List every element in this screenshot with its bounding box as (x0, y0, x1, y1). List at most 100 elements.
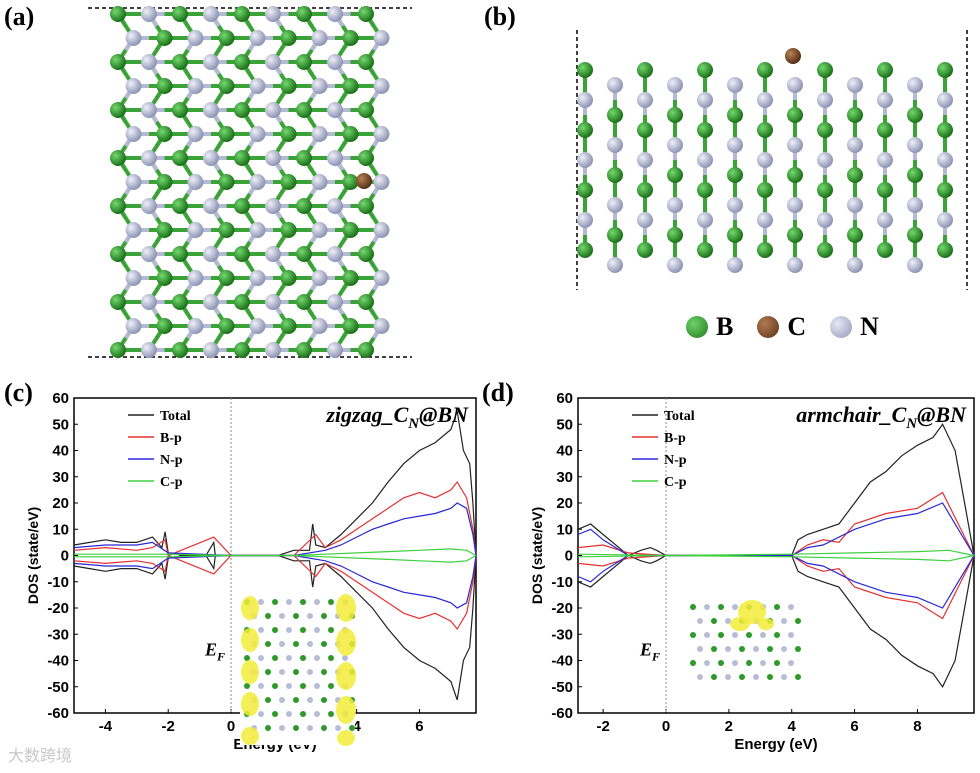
boron-atom (667, 227, 683, 243)
nitrogen-atom (203, 54, 219, 70)
boron-atom (296, 6, 312, 22)
charge-density-lobe (730, 617, 750, 631)
armchair-lattice (577, 48, 953, 273)
nitrogen-atom (187, 222, 204, 238)
inset-atom (279, 725, 285, 731)
nitrogen-atom (937, 212, 953, 228)
nitrogen-atom (311, 30, 328, 46)
y-tick-label: 30 (52, 469, 69, 486)
boron-atom (607, 227, 623, 243)
boron-atom (110, 54, 126, 70)
nitrogen-atom (667, 137, 683, 153)
legend-nitrogen: N (830, 312, 879, 342)
y-tick-label: -60 (47, 705, 69, 722)
zigzag-lattice (110, 6, 390, 358)
boron-atom (847, 167, 863, 183)
inset-atom (725, 618, 731, 624)
nitrogen-atom (141, 102, 157, 118)
inset-atom (286, 683, 292, 689)
inset-atom (293, 669, 299, 675)
charge-density-lobe (241, 596, 259, 620)
inset-atom (328, 627, 334, 633)
inset-atom (293, 697, 299, 703)
boron-atom (937, 122, 953, 138)
chart-title: zigzag_CN@BN (325, 402, 469, 432)
inset-atom (314, 655, 320, 661)
nitrogen-atom (249, 78, 266, 94)
dos-chart-zigzag: -60-50-40-30-20-100102030405060-4-20246E… (25, 390, 477, 753)
nitrogen-atom (373, 30, 390, 46)
boron-atom (937, 242, 953, 258)
nitrogen-atom (817, 152, 833, 168)
inset-atom (328, 655, 334, 661)
series-total-up (73, 410, 477, 557)
nitrogen-atom (265, 198, 281, 214)
nitrogen-atom (607, 137, 623, 153)
series-n-p-down (73, 554, 477, 609)
panel-label-d: (d) (482, 378, 514, 407)
y-tick-label: -50 (551, 679, 573, 696)
boron-atom (342, 174, 359, 190)
inset-atom (272, 655, 278, 661)
legend-boron: B (686, 312, 733, 342)
inset-atom (725, 674, 731, 680)
panel-label-c: (c) (4, 378, 33, 407)
boron-atom (637, 62, 653, 78)
nitrogen-atom (125, 30, 142, 46)
nitrogen-atom (817, 92, 833, 108)
inset-atom (300, 599, 306, 605)
nitrogen-atom (187, 126, 204, 142)
series-n-p-up (577, 502, 975, 557)
inset-atom (767, 674, 773, 680)
boron-atom (607, 107, 623, 123)
boron-atom (296, 150, 312, 166)
x-tick-label: 0 (662, 718, 670, 735)
y-tick-label: 40 (52, 443, 69, 460)
y-axis-label: DOS (state/eV) (529, 507, 545, 604)
charge-density-lobe (241, 692, 259, 716)
nitrogen-atom (373, 78, 390, 94)
legend-nitrogen-label: N (860, 312, 879, 341)
carbon-atom (785, 48, 801, 64)
inset-atom (739, 674, 745, 680)
nitrogen-atom (125, 222, 142, 238)
inset-atom (279, 669, 285, 675)
inset-atom (286, 655, 292, 661)
inset-atom (258, 683, 264, 689)
series-c-p-down (74, 554, 477, 563)
nitrogen-atom (787, 77, 803, 93)
nitrogen-atom (141, 342, 157, 358)
nitrogen-atom (607, 257, 623, 273)
boron-atom (667, 167, 683, 183)
nitrogen-atom (327, 6, 343, 22)
boron-atom (358, 102, 374, 118)
nitrogen-atom (265, 342, 281, 358)
y-tick-label: -50 (47, 679, 69, 696)
boron-atom (296, 198, 312, 214)
boron-atom (218, 174, 235, 190)
nitrogen-atom (637, 92, 653, 108)
boron-atom (156, 318, 173, 334)
inset-atom (272, 683, 278, 689)
boron-atom (577, 182, 593, 198)
y-tick-label: 50 (52, 416, 69, 433)
boron-atom (907, 227, 923, 243)
series-c-p-down (577, 554, 975, 562)
nitrogen-atom (787, 137, 803, 153)
boron-atom (697, 242, 713, 258)
boron-atom (937, 182, 953, 198)
inset-atom (704, 604, 710, 610)
inset-atom (711, 618, 717, 624)
nitrogen-atom (327, 102, 343, 118)
series-n-p-down (577, 554, 975, 609)
nitrogen-atom (187, 78, 204, 94)
series-b-p-up (73, 480, 477, 557)
inset-atom (321, 613, 327, 619)
boron-atom (234, 150, 250, 166)
charge-density-lobe (241, 628, 259, 652)
inset-atom (697, 646, 703, 652)
boron-atom (110, 150, 126, 166)
fermi-label: EF (639, 639, 660, 663)
boron-atom (156, 30, 173, 46)
